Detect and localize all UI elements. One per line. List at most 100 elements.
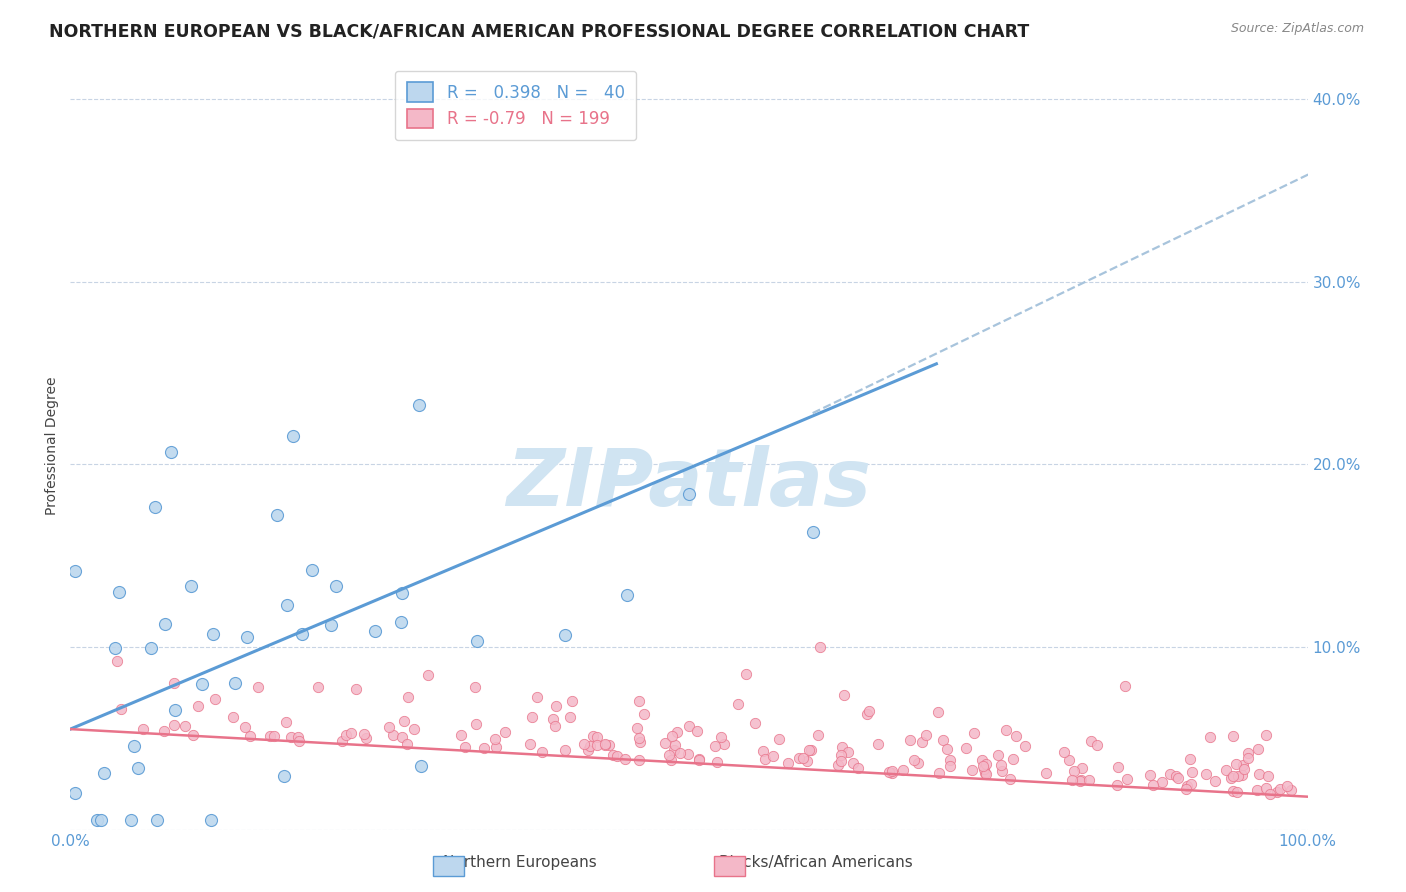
Point <box>831 740 853 755</box>
Point <box>1035 766 1057 780</box>
Point <box>768 731 790 746</box>
Point <box>855 707 877 722</box>
Point <box>519 737 541 751</box>
Point <box>554 628 576 642</box>
Point <box>932 733 955 747</box>
Point <box>598 738 620 752</box>
Point <box>104 640 127 655</box>
Point <box>146 814 169 828</box>
Point <box>180 579 202 593</box>
Point <box>1265 785 1288 799</box>
Point <box>1005 729 1028 743</box>
Point <box>938 753 960 767</box>
Point <box>582 729 605 743</box>
Point <box>124 739 146 754</box>
Point <box>628 753 651 767</box>
Point <box>163 675 186 690</box>
Point <box>287 730 309 744</box>
Point <box>1070 772 1092 787</box>
Point <box>153 616 176 631</box>
Point <box>1175 779 1198 793</box>
Point <box>972 759 994 773</box>
Point <box>669 747 692 761</box>
Point <box>962 725 984 739</box>
Point <box>1001 752 1024 766</box>
Point <box>204 692 226 706</box>
Point <box>868 737 890 751</box>
Point <box>281 429 304 443</box>
Point <box>678 718 700 732</box>
Point <box>330 734 353 748</box>
Point <box>797 743 820 757</box>
Text: Northern Europeans: Northern Europeans <box>443 855 598 870</box>
Point <box>991 764 1014 778</box>
Point <box>325 579 347 593</box>
Point <box>1063 764 1085 778</box>
Point <box>63 786 86 800</box>
Point <box>578 739 600 754</box>
Point <box>280 731 302 745</box>
Point <box>907 756 929 771</box>
Point <box>110 702 132 716</box>
Point <box>107 585 129 599</box>
Point <box>1139 768 1161 782</box>
Point <box>1175 781 1198 796</box>
Point <box>222 710 245 724</box>
Point <box>842 756 865 770</box>
Point <box>301 563 323 577</box>
Point <box>744 716 766 731</box>
Text: Source: ZipAtlas.com: Source: ZipAtlas.com <box>1230 22 1364 36</box>
Point <box>546 699 568 714</box>
Point <box>586 731 609 745</box>
Point <box>1078 773 1101 788</box>
Point <box>162 718 184 732</box>
Point <box>1246 783 1268 797</box>
Point <box>661 729 683 743</box>
Point <box>1159 766 1181 780</box>
Point <box>796 754 818 768</box>
Point <box>1279 783 1302 797</box>
Point <box>955 740 977 755</box>
Point <box>974 756 997 771</box>
Point <box>465 634 488 648</box>
Point <box>382 728 405 742</box>
Point <box>1256 780 1278 795</box>
Point <box>686 723 709 738</box>
Point <box>259 729 281 743</box>
Point <box>973 762 995 776</box>
Point <box>903 753 925 767</box>
Point <box>1232 762 1254 776</box>
Point <box>391 585 413 599</box>
Point <box>153 723 176 738</box>
Point <box>678 487 700 501</box>
Point <box>960 763 983 777</box>
Point <box>1014 739 1036 754</box>
Point <box>274 715 297 730</box>
Point <box>288 734 311 748</box>
Point <box>290 627 312 641</box>
Point <box>1178 752 1201 766</box>
Point <box>662 743 685 757</box>
Point <box>263 729 285 743</box>
Point <box>160 445 183 459</box>
Text: NORTHERN EUROPEAN VS BLACK/AFRICAN AMERICAN PROFESSIONAL DEGREE CORRELATION CHAR: NORTHERN EUROPEAN VS BLACK/AFRICAN AMERI… <box>49 22 1029 40</box>
Point <box>1222 783 1244 797</box>
Point <box>976 767 998 781</box>
Point <box>531 745 554 759</box>
Point <box>713 737 735 751</box>
Point <box>808 640 831 654</box>
Point <box>321 618 343 632</box>
Point <box>392 714 415 729</box>
Point <box>404 722 426 736</box>
Point <box>472 741 495 756</box>
Point <box>1258 787 1281 801</box>
Point <box>827 758 849 772</box>
Point <box>522 710 544 724</box>
Point <box>200 814 222 828</box>
Point <box>494 725 516 739</box>
Point <box>554 743 576 757</box>
Point <box>273 769 295 783</box>
Point <box>1142 778 1164 792</box>
Point <box>1199 731 1222 745</box>
Point <box>1105 778 1128 792</box>
